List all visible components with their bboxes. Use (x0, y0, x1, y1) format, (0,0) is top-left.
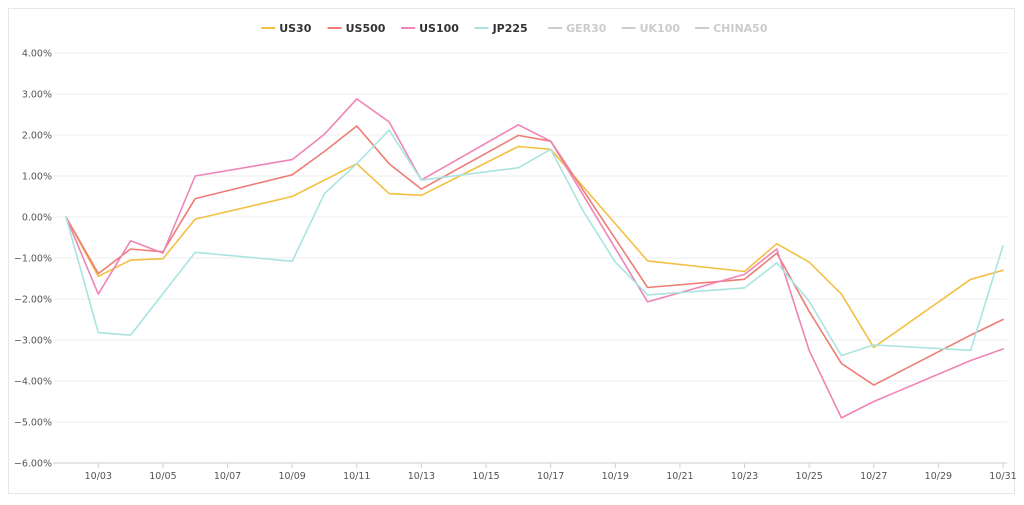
grid (53, 52, 1007, 464)
y-tick-label: −1.00% (14, 254, 52, 265)
legend-label: CHINA50 (713, 22, 768, 35)
y-tick-label: 0.00% (22, 213, 52, 224)
legend-item-ger30[interactable]: GER30 (548, 22, 607, 35)
x-tick-label: 10/25 (795, 471, 822, 482)
legend-label: GER30 (566, 22, 607, 35)
y-tick-label: 2.00% (22, 131, 52, 142)
legend-label: UK100 (640, 22, 681, 35)
legend-label: JP225 (492, 22, 528, 35)
x-tick-label: 10/03 (85, 471, 112, 482)
series-line-jp225[interactable] (65, 129, 1004, 357)
series-line-us100[interactable] (65, 98, 1004, 419)
y-tick-label: 4.00% (22, 49, 52, 60)
y-tick-label: −2.00% (14, 295, 52, 306)
x-tick-label: 10/15 (472, 471, 499, 482)
x-axis: 10/03 10/05 10/07 10/09 10/11 10/13 10/15 10/17… (53, 462, 1017, 482)
x-tick-label: 10/17 (537, 471, 564, 482)
y-tick-label: 1.00% (22, 172, 52, 183)
y-tick-label: 3.00% (22, 90, 52, 101)
y-tick-label: −5.00% (14, 418, 52, 429)
legend-item-us500[interactable]: US500 (327, 22, 386, 35)
x-tick-label: 10/27 (860, 471, 887, 482)
legend-item-uk100[interactable]: UK100 (621, 22, 681, 35)
series-layer (65, 98, 1004, 419)
x-tick-label: 10/23 (731, 471, 758, 482)
legend-item-china50[interactable]: CHINA50 (695, 22, 768, 35)
y-tick-label: −4.00% (14, 377, 52, 388)
legend-label: US500 (346, 22, 386, 35)
chart-frame (8, 8, 1015, 494)
legend-item-jp225[interactable]: JP225 (474, 22, 528, 35)
series-line-us500[interactable] (65, 125, 1004, 386)
legend[interactable]: US30 US500 US100 JP225 GER30 UK100 CHINA50 (261, 22, 768, 35)
legend-label: US30 (279, 22, 312, 35)
legend-label: US100 (419, 22, 459, 35)
x-tick-label: 10/31 (989, 471, 1016, 482)
x-tick-label: 10/13 (408, 471, 435, 482)
x-tick-label: 10/19 (602, 471, 629, 482)
x-tick-label: 10/11 (343, 471, 370, 482)
x-tick-label: 10/05 (149, 471, 176, 482)
series-line-us30[interactable] (65, 145, 1004, 349)
y-tick-label: −6.00% (14, 459, 52, 470)
y-axis: 4.00% 3.00% 2.00% 1.00% 0.00% −1.00% −2.00% −3.… (14, 49, 52, 470)
x-tick-label: 10/09 (278, 471, 305, 482)
legend-item-us100[interactable]: US100 (401, 22, 459, 35)
x-tick-label: 10/29 (925, 471, 952, 482)
legend-item-us30[interactable]: US30 (261, 22, 312, 35)
x-tick-label: 10/07 (214, 471, 241, 482)
y-tick-label: −3.00% (14, 336, 52, 347)
x-tick-label: 10/21 (666, 471, 693, 482)
